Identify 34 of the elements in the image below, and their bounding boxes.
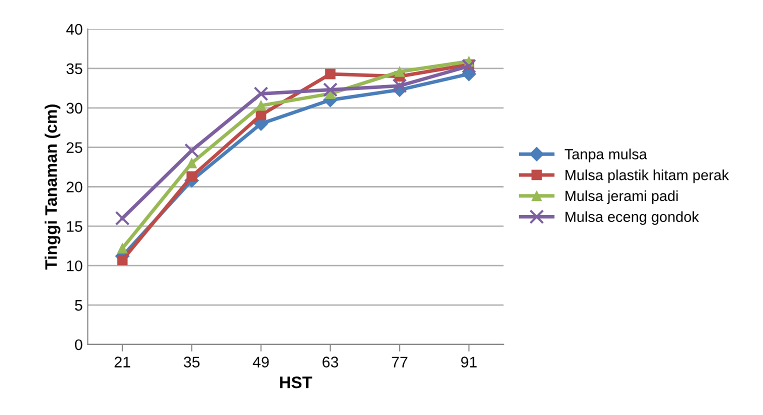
x-tick-label: 77: [392, 356, 408, 368]
y-tick-label: 35: [66, 63, 82, 74]
point: [256, 100, 266, 111]
legend-label: Tanpa mulsa: [564, 148, 648, 162]
point: [115, 210, 130, 226]
point: [117, 254, 128, 266]
point: [117, 243, 128, 254]
y-tick-label: 30: [66, 102, 82, 114]
point: [325, 68, 336, 80]
legend-label: Mulsa plastik hitam perak: [566, 170, 729, 184]
x-tick-label: 91: [461, 356, 477, 368]
point: [184, 143, 199, 158]
y-tick-label: 10: [67, 260, 82, 272]
point: [394, 66, 405, 77]
point: [462, 58, 476, 74]
x-tick-label: 63: [322, 356, 338, 368]
point: [323, 82, 338, 98]
legend-label: Mulsa eceng gondok: [566, 211, 699, 225]
y-tick-label: 40: [66, 24, 82, 35]
y-tick-label: 15: [67, 221, 82, 232]
y-tick-label: 5: [75, 300, 82, 311]
y-tick-label: 20: [66, 182, 82, 192]
y-axis-title: Tinggi Tanaman (cm): [44, 104, 60, 270]
point: [186, 158, 197, 168]
x-tick-label: 21: [114, 356, 130, 368]
point: [254, 86, 268, 101]
x-tick-label: 35: [184, 356, 200, 368]
x-tick-label: 49: [252, 356, 269, 368]
legend-label: Mulsa jerami padi: [566, 190, 678, 204]
y-tick-label: 0: [74, 339, 82, 350]
point: [392, 78, 407, 94]
point: [186, 171, 197, 182]
y-tick-label: 25: [66, 142, 82, 154]
x-axis-title: HST: [280, 376, 312, 388]
